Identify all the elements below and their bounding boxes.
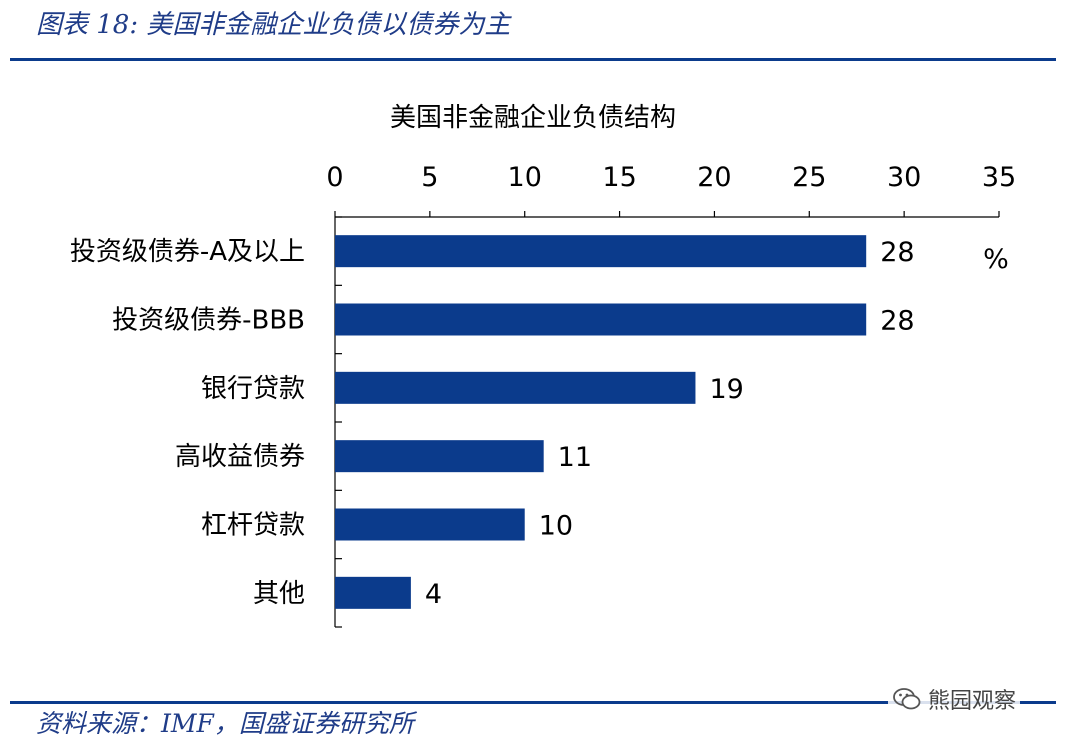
- bar: [335, 576, 411, 609]
- value-label: 4: [425, 579, 442, 610]
- bar: [335, 371, 696, 404]
- category-label: 银行贷款: [201, 374, 305, 404]
- category-label: 杠杆贷款: [201, 511, 305, 541]
- chart-title: 美国非金融企业负债结构: [390, 103, 676, 133]
- x-tick-label: 35: [982, 162, 1016, 193]
- bar: [335, 440, 544, 473]
- value-label: 28: [880, 237, 914, 268]
- x-tick-label: 5: [421, 162, 438, 193]
- bars: 28 28 19 11 10 4: [335, 235, 915, 610]
- value-label: 19: [709, 374, 743, 405]
- chart: 美国非金融企业负债结构 % 0 5 10 15 20 25 30 35 投资级债券-A及以上投资…: [70, 103, 1016, 628]
- figure-title: 图表 18: 美国非金融企业负债以债券为主: [36, 10, 511, 40]
- x-tick-label: 25: [792, 162, 826, 193]
- bar: [335, 303, 867, 336]
- category-label: 高收益债券: [175, 442, 305, 472]
- watermark: 熊园观察: [888, 682, 1021, 716]
- bar: [335, 235, 867, 268]
- x-tick-label: 30: [887, 162, 921, 193]
- x-tick-label: 0: [326, 162, 343, 193]
- value-label: 11: [558, 442, 592, 473]
- value-label: 28: [880, 306, 914, 337]
- x-tick-label: 20: [697, 162, 731, 193]
- wechat-icon: [893, 688, 921, 710]
- value-label: 10: [539, 511, 573, 542]
- x-tick-label: 15: [602, 162, 636, 193]
- x-tick-label: 10: [508, 162, 542, 193]
- header-rule: [10, 58, 1056, 61]
- footer-rule: [10, 701, 1056, 704]
- category-label: 投资级债券-BBB: [112, 306, 305, 336]
- bar: [335, 508, 525, 541]
- source-note: 资料来源：IMF，国盛证券研究所: [36, 709, 414, 738]
- watermark-text: 熊园观察: [928, 689, 1017, 714]
- unit-label: %: [983, 244, 1009, 275]
- category-label: 其他: [253, 579, 305, 609]
- category-label: 投资级债券-A及以上: [70, 237, 305, 267]
